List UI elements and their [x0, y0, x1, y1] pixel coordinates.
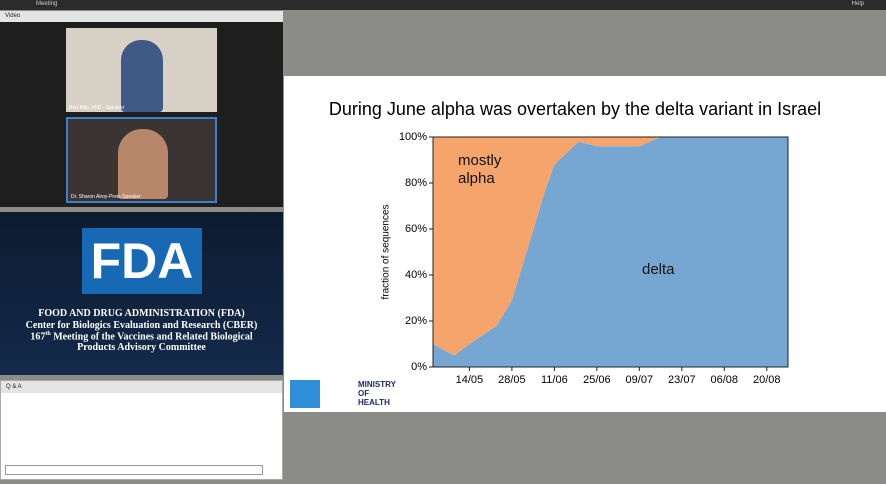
area: [433, 137, 788, 367]
menu[interactable]: Meeting: [36, 1, 58, 7]
video-panel: Video Ron Milo, PhD - Speaker Dr. Sharon…: [0, 11, 283, 207]
top-bar: Meeting Help: [0, 0, 886, 10]
plot-frame: [432, 136, 789, 368]
y-tick-label: 80%: [405, 177, 427, 189]
y-tick-label: 0%: [411, 361, 427, 373]
person: [121, 40, 163, 112]
person: [118, 129, 168, 199]
x-tick-label: 14/05: [456, 374, 484, 386]
fda-line: Center for Biologics Evaluation and Rese…: [25, 320, 258, 331]
video-1: Ron Milo, PhD - Speaker: [66, 28, 217, 112]
area-label: delta: [642, 261, 675, 278]
qa-panel: Q & A: [0, 380, 283, 480]
panel-title: Video: [5, 13, 21, 19]
fda-logo: FDA: [82, 228, 202, 294]
x-tick-label: 09/07: [626, 374, 654, 386]
x-tick-label: 25/06: [583, 374, 611, 386]
qa-input[interactable]: [5, 465, 263, 475]
y-axis-label: fraction of sequences: [381, 204, 392, 299]
y-tick-label: 40%: [405, 269, 427, 281]
x-tick-label: 06/08: [711, 374, 739, 386]
x-tick-label: 11/06: [541, 374, 568, 386]
video-2: Dr. Sharon Alroy-Preis-Speaker: [66, 117, 217, 203]
fda-panel: FDA FOOD AND DRUG ADMINISTRATION (FDA) C…: [0, 212, 283, 375]
video-header: Video: [0, 11, 283, 22]
area: [433, 137, 788, 356]
y-tick-label: 100%: [399, 131, 427, 143]
chart-title: During June alpha was overtaken by the d…: [329, 99, 821, 119]
panel-title: Q & A: [6, 384, 22, 390]
qa-header: Q & A: [1, 381, 282, 393]
fda-line: FOOD AND DRUG ADMINISTRATION (FDA): [38, 308, 245, 319]
ordinal: th: [45, 331, 51, 337]
number: 167: [30, 331, 46, 343]
y-tick-label: 20%: [405, 315, 427, 327]
area-label: mostly alpha: [458, 152, 502, 187]
moh-logo: MINISTRY OF HEALTH: [290, 380, 400, 408]
x-tick-label: 23/07: [668, 374, 696, 386]
x-tick-label: 28/05: [498, 374, 526, 386]
speaker-name: Ron Milo, PhD - Speaker: [69, 105, 125, 111]
help[interactable]: Help: [851, 1, 864, 7]
y-tick-label: 60%: [405, 223, 427, 235]
speaker-name: Dr. Sharon Alroy-Preis-Speaker: [71, 194, 141, 200]
x-tick-label: 20/08: [753, 374, 781, 386]
fda-meeting: 167th Meeting of the Vaccines and Relate…: [0, 331, 283, 353]
text: Meeting of the Vaccines and Related Biol…: [53, 331, 253, 354]
